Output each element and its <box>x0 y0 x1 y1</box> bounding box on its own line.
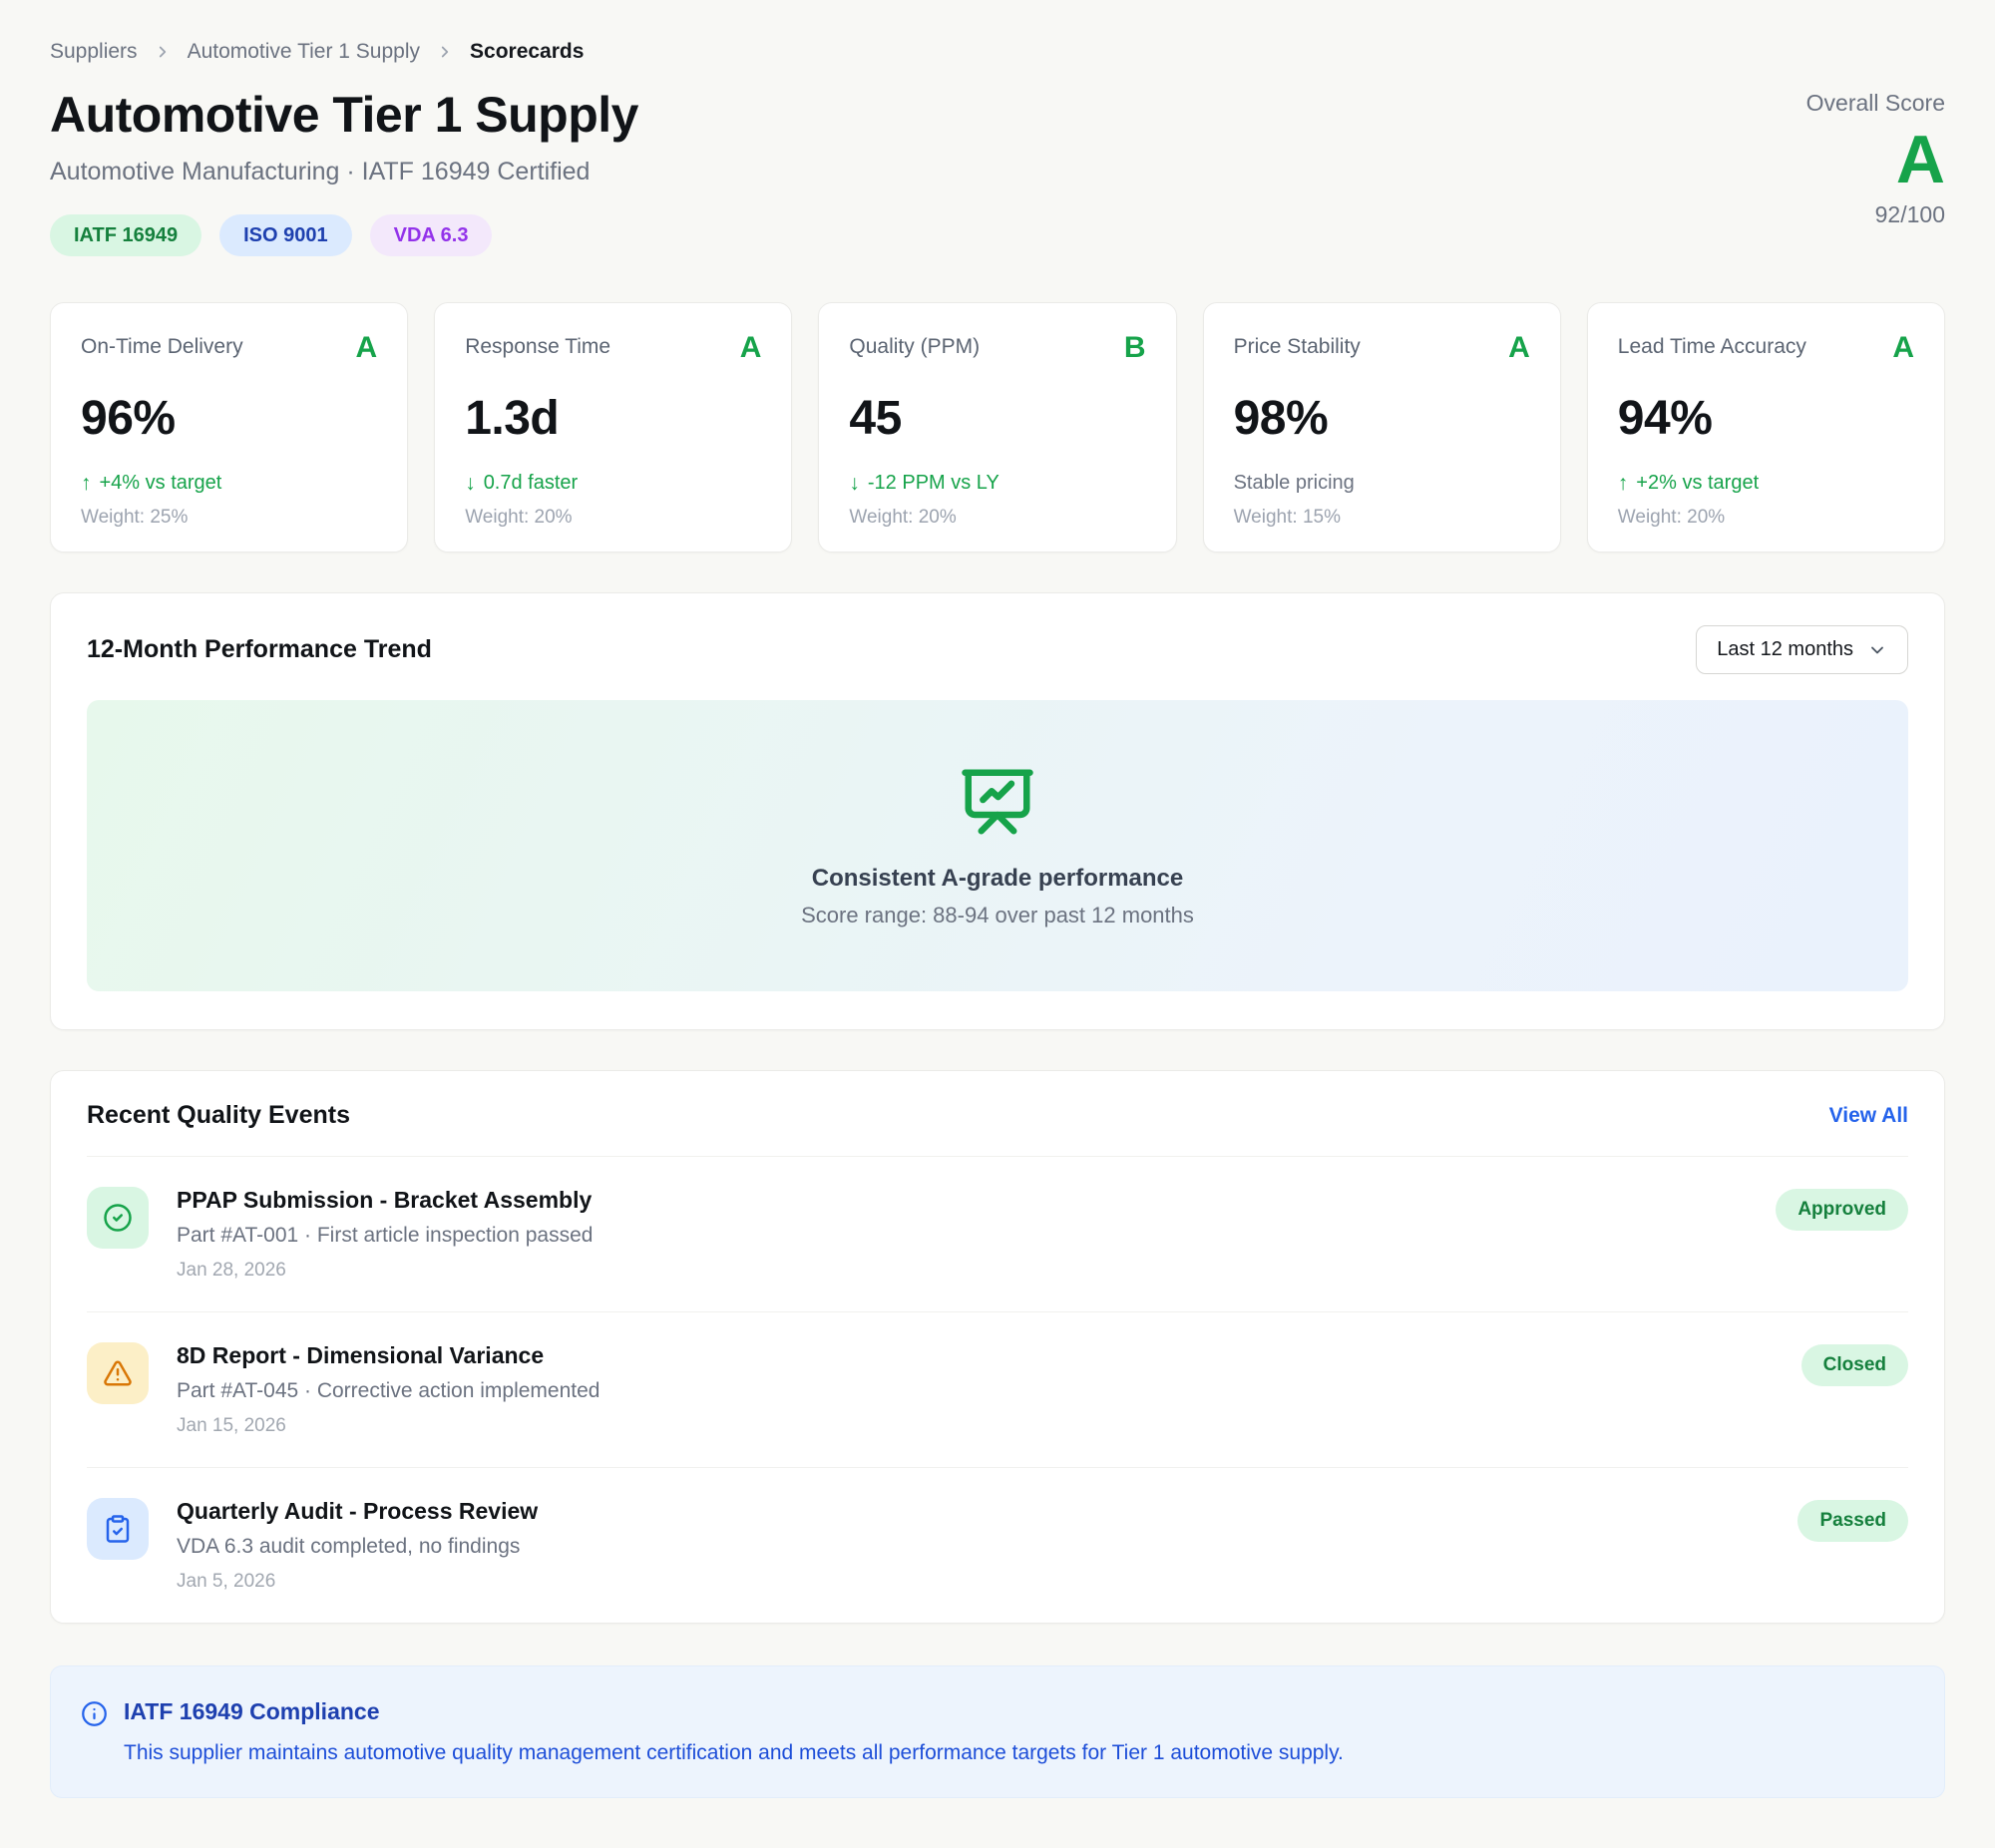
chevron-right-icon <box>436 43 454 61</box>
chevron-down-icon <box>1867 640 1887 660</box>
chevron-right-icon <box>154 43 172 61</box>
overall-score-grade: A <box>1806 125 1945 195</box>
status-badge-approved: Approved <box>1776 1189 1908 1231</box>
metric-weight: Weight: 20% <box>849 507 1145 529</box>
badge-vda-63: VDA 6.3 <box>370 214 493 256</box>
overall-score-block: Overall Score A 92/100 <box>1806 86 1945 228</box>
metric-card-response-time: Response Time A 1.3d ↓ 0.7d faster Weigh… <box>434 302 792 553</box>
events-title: Recent Quality Events <box>87 1101 350 1130</box>
warning-triangle-icon <box>87 1342 149 1404</box>
metric-weight: Weight: 15% <box>1234 507 1530 529</box>
metric-value: 1.3d <box>465 391 761 446</box>
metric-delta-text: Stable pricing <box>1234 472 1355 495</box>
event-date: Jan 15, 2026 <box>177 1415 1801 1437</box>
event-description: Part #AT-001 · First article inspection … <box>177 1224 1776 1248</box>
badge-iso-9001: ISO 9001 <box>219 214 352 256</box>
metric-grade: B <box>1124 333 1146 363</box>
metric-delta: ↓ -12 PPM vs LY <box>849 472 1145 495</box>
metric-label: Quality (PPM) <box>849 335 980 359</box>
event-row-ppap-submission[interactable]: PPAP Submission - Bracket Assembly Part … <box>87 1156 1908 1311</box>
metrics-grid: On-Time Delivery A 96% ↑ +4% vs target W… <box>50 302 1945 553</box>
event-title: PPAP Submission - Bracket Assembly <box>177 1187 1776 1214</box>
metric-delta-text: 0.7d faster <box>484 472 579 495</box>
trend-placeholder-subtext: Score range: 88-94 over past 12 months <box>801 903 1194 928</box>
metric-delta-text: +2% vs target <box>1636 472 1759 495</box>
metric-value: 94% <box>1618 391 1914 446</box>
metric-value: 45 <box>849 391 1145 446</box>
presentation-chart-icon <box>959 763 1036 841</box>
metric-label: Response Time <box>465 335 610 359</box>
breadcrumb-scorecards: Scorecards <box>470 40 584 64</box>
info-icon <box>81 1700 108 1727</box>
metric-grade: A <box>740 333 762 363</box>
quality-events-card: Recent Quality Events View All PPAP Subm… <box>50 1070 1945 1624</box>
status-badge-passed: Passed <box>1797 1500 1908 1542</box>
badge-iatf-16949: IATF 16949 <box>50 214 201 256</box>
metric-card-quality-ppm: Quality (PPM) B 45 ↓ -12 PPM vs LY Weigh… <box>818 302 1176 553</box>
metric-weight: Weight: 20% <box>465 507 761 529</box>
metric-label: Lead Time Accuracy <box>1618 335 1806 359</box>
date-range-select[interactable]: Last 12 months <box>1696 625 1908 674</box>
metric-value: 98% <box>1234 391 1530 446</box>
metric-grade: A <box>1892 333 1914 363</box>
metric-delta-text: +4% vs target <box>100 472 222 495</box>
arrow-down-icon: ↓ <box>465 473 476 494</box>
status-badge-closed: Closed <box>1801 1344 1908 1386</box>
compliance-content: IATF 16949 Compliance This supplier main… <box>124 1698 1344 1765</box>
page-subtitle: Automotive Manufacturing · IATF 16949 Ce… <box>50 158 638 186</box>
trend-chart-placeholder: Consistent A-grade performance Score ran… <box>87 700 1908 991</box>
page-title: Automotive Tier 1 Supply <box>50 86 638 144</box>
metric-delta: ↑ +2% vs target <box>1618 472 1914 495</box>
view-all-link[interactable]: View All <box>1829 1104 1908 1128</box>
breadcrumb: Suppliers Automotive Tier 1 Supply Score… <box>50 40 1945 64</box>
check-circle-icon <box>87 1187 149 1249</box>
overall-score-label: Overall Score <box>1806 90 1945 117</box>
page-header: Automotive Tier 1 Supply Automotive Manu… <box>50 86 1945 256</box>
event-row-quarterly-audit[interactable]: Quarterly Audit - Process Review VDA 6.3… <box>87 1467 1908 1623</box>
clipboard-check-icon <box>87 1498 149 1560</box>
arrow-down-icon: ↓ <box>849 473 860 494</box>
event-description: Part #AT-045 · Corrective action impleme… <box>177 1379 1801 1403</box>
metric-grade: A <box>356 333 378 363</box>
metric-delta: ↑ +4% vs target <box>81 472 377 495</box>
event-title: 8D Report - Dimensional Variance <box>177 1342 1801 1369</box>
trend-placeholder-headline: Consistent A-grade performance <box>812 865 1184 893</box>
compliance-body: This supplier maintains automotive quali… <box>124 1741 1344 1765</box>
metric-delta-text: -12 PPM vs LY <box>868 472 999 495</box>
metric-card-price-stability: Price Stability A 98% Stable pricing Wei… <box>1203 302 1561 553</box>
trend-title: 12-Month Performance Trend <box>87 635 432 664</box>
breadcrumb-supplier-name[interactable]: Automotive Tier 1 Supply <box>188 40 420 64</box>
certification-badges: IATF 16949 ISO 9001 VDA 6.3 <box>50 214 638 256</box>
compliance-banner: IATF 16949 Compliance This supplier main… <box>50 1665 1945 1798</box>
metric-delta: ↓ 0.7d faster <box>465 472 761 495</box>
metric-card-on-time-delivery: On-Time Delivery A 96% ↑ +4% vs target W… <box>50 302 408 553</box>
overall-score-value: 92/100 <box>1806 201 1945 228</box>
supplier-scorecard-page: Suppliers Automotive Tier 1 Supply Score… <box>0 0 1995 1848</box>
event-date: Jan 28, 2026 <box>177 1260 1776 1282</box>
performance-trend-card: 12-Month Performance Trend Last 12 month… <box>50 592 1945 1030</box>
breadcrumb-suppliers[interactable]: Suppliers <box>50 40 138 64</box>
metric-delta: Stable pricing <box>1234 472 1530 495</box>
arrow-up-icon: ↑ <box>81 473 92 494</box>
date-range-value: Last 12 months <box>1717 638 1853 661</box>
metric-value: 96% <box>81 391 377 446</box>
compliance-title: IATF 16949 Compliance <box>124 1698 1344 1725</box>
event-date: Jan 5, 2026 <box>177 1571 1797 1593</box>
metric-label: On-Time Delivery <box>81 335 243 359</box>
metric-label: Price Stability <box>1234 335 1361 359</box>
event-description: VDA 6.3 audit completed, no findings <box>177 1535 1797 1559</box>
header-left: Automotive Tier 1 Supply Automotive Manu… <box>50 86 638 256</box>
event-title: Quarterly Audit - Process Review <box>177 1498 1797 1525</box>
metric-weight: Weight: 25% <box>81 507 377 529</box>
metric-card-lead-time-accuracy: Lead Time Accuracy A 94% ↑ +2% vs target… <box>1587 302 1945 553</box>
metric-weight: Weight: 20% <box>1618 507 1914 529</box>
arrow-up-icon: ↑ <box>1618 473 1629 494</box>
event-row-8d-report[interactable]: 8D Report - Dimensional Variance Part #A… <box>87 1311 1908 1467</box>
metric-grade: A <box>1508 333 1530 363</box>
